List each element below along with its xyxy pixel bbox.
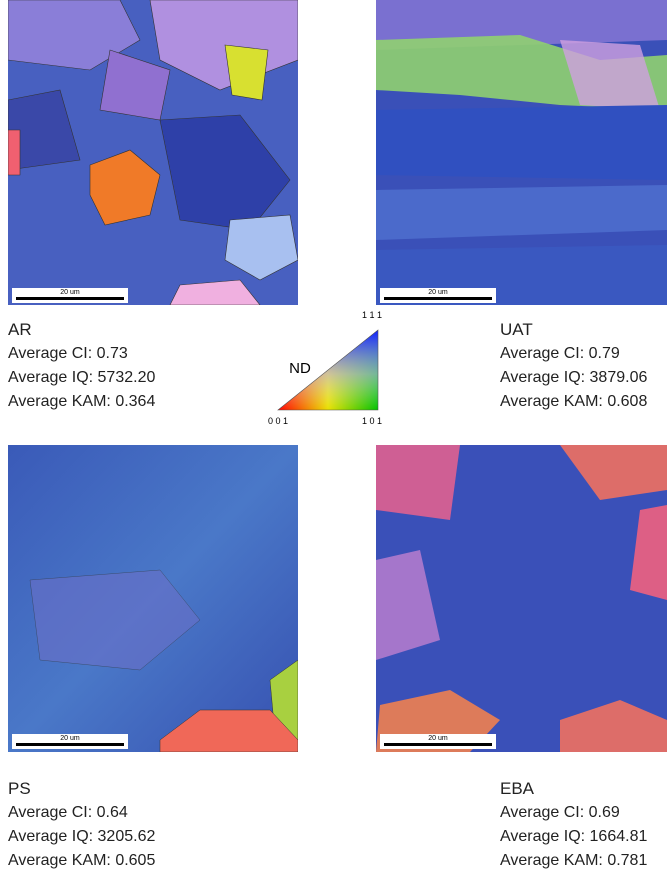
label: 20 um bbox=[60, 289, 80, 296]
scale-bar: 20 um bbox=[12, 734, 128, 749]
legend-label: 1 0 1 bbox=[362, 416, 382, 426]
stat: Average CI: 0.79 bbox=[500, 345, 620, 362]
map-eba bbox=[376, 445, 667, 752]
shape bbox=[29, 569, 201, 671]
shape bbox=[224, 44, 269, 101]
shape bbox=[159, 709, 298, 752]
shape bbox=[376, 105, 667, 180]
label: 20 um bbox=[428, 289, 448, 296]
panel-caption: PS Average CI: 0.64 Average IQ: 3205.62 … bbox=[8, 777, 155, 873]
shape bbox=[8, 129, 21, 176]
shape bbox=[99, 49, 171, 121]
stat: Average KAM: 0.781 bbox=[500, 852, 648, 869]
panel-caption: UAT Average CI: 0.79 Average IQ: 3879.06… bbox=[500, 318, 647, 414]
stat: Average KAM: 0.608 bbox=[500, 393, 648, 410]
map-uat bbox=[376, 0, 667, 305]
legend-label: 1 1 1 bbox=[362, 310, 382, 320]
stat: Average CI: 0.73 bbox=[8, 345, 128, 362]
scale-bar: 20 um bbox=[380, 288, 496, 303]
scale-bar: 20 um bbox=[380, 734, 496, 749]
shape bbox=[159, 114, 291, 231]
label: 20 um bbox=[60, 735, 80, 742]
shape bbox=[8, 89, 81, 171]
shape bbox=[89, 149, 161, 226]
scale-bar: 20 um bbox=[12, 288, 128, 303]
stat: Average IQ: 3879.06 bbox=[500, 369, 648, 386]
shape bbox=[560, 700, 667, 752]
shape bbox=[169, 279, 261, 305]
panel-name: AR bbox=[8, 320, 32, 339]
stat: Average KAM: 0.605 bbox=[8, 852, 156, 869]
map-ar bbox=[8, 0, 298, 305]
panel-caption: AR Average CI: 0.73 Average IQ: 5732.20 … bbox=[8, 318, 155, 414]
shape bbox=[376, 550, 440, 660]
ipf-legend: 1 1 1 0 0 1 1 0 1 ND bbox=[268, 310, 382, 426]
shape bbox=[630, 505, 667, 600]
shape bbox=[384, 743, 492, 746]
stat: Average IQ: 5732.20 bbox=[8, 369, 156, 386]
legend-axis: ND bbox=[289, 360, 311, 377]
shape bbox=[224, 214, 298, 281]
shape bbox=[560, 445, 667, 500]
stat: Average KAM: 0.364 bbox=[8, 393, 156, 410]
label: 20 um bbox=[428, 735, 448, 742]
stat: Average CI: 0.69 bbox=[500, 804, 620, 821]
panel-name: PS bbox=[8, 779, 31, 798]
stat: Average CI: 0.64 bbox=[8, 804, 128, 821]
shape bbox=[376, 185, 667, 240]
shape bbox=[277, 329, 379, 411]
panel-caption: EBA Average CI: 0.69 Average IQ: 1664.81… bbox=[500, 777, 647, 873]
shape bbox=[384, 297, 492, 300]
panel-name: UAT bbox=[500, 320, 533, 339]
panel-name: EBA bbox=[500, 779, 535, 798]
map-ps bbox=[8, 445, 298, 752]
legend-label: 0 0 1 bbox=[268, 416, 288, 426]
shape bbox=[16, 743, 124, 746]
stat: Average IQ: 3205.62 bbox=[8, 828, 156, 845]
shape bbox=[560, 40, 660, 110]
shape bbox=[376, 445, 460, 520]
stat: Average IQ: 1664.81 bbox=[500, 828, 648, 845]
shape bbox=[16, 297, 124, 300]
